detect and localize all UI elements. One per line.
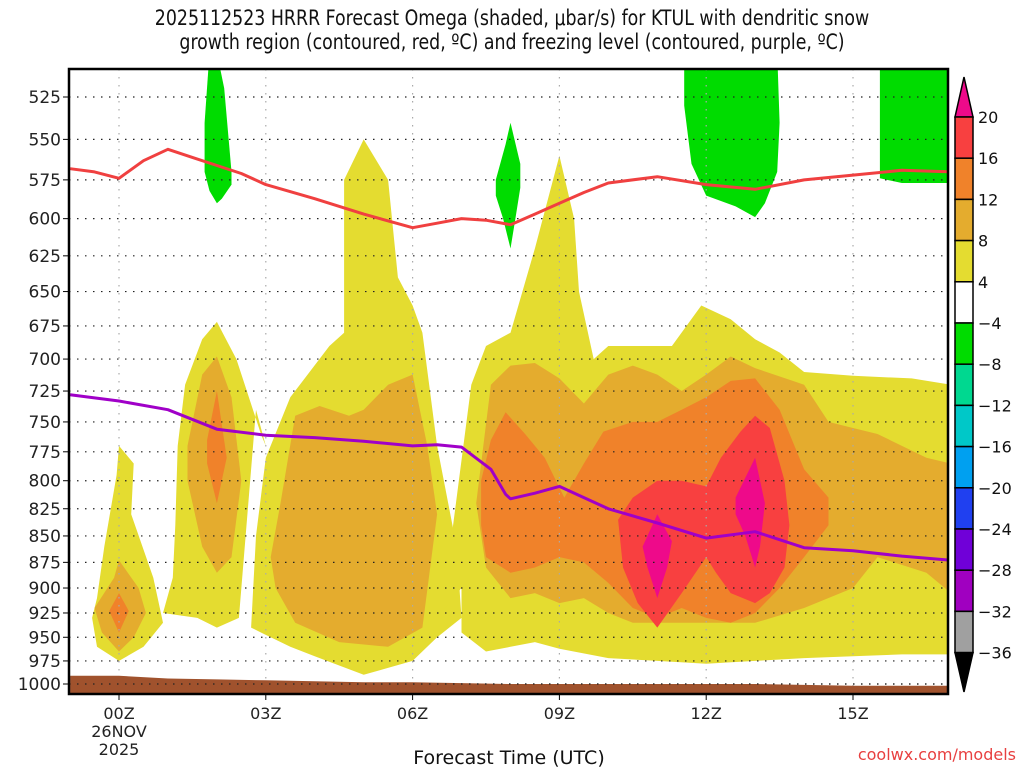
- chart-title-line1: 2025112523 HRRR Forecast Omega (shaded, …: [154, 6, 870, 30]
- y-tick-label: 1000: [18, 675, 61, 695]
- colorbar-segment: [954, 157, 974, 201]
- omega-region-wm4_m8: [204, 69, 232, 204]
- chart-title-line2: growth region (contoured, red, ºC) and f…: [179, 30, 845, 54]
- colorbar-segment: [954, 322, 974, 365]
- y-tick-label: 600: [29, 210, 61, 230]
- y-tick-label: 625: [29, 247, 61, 267]
- colorbar-label: 16: [978, 149, 998, 168]
- y-tick-label: 975: [29, 652, 61, 672]
- y-axis: 525 550 575 600 625 650 675 700 725 750 775 800 825 8…: [18, 88, 69, 695]
- colorbar-label: −24: [978, 520, 1012, 539]
- colorbar-segment: [954, 610, 974, 654]
- terrain-ground: [69, 675, 948, 694]
- colorbar-segment: [954, 528, 974, 571]
- y-tick-label: 800: [29, 472, 61, 492]
- colorbar: 20 16 12 8 4 −4 −8 −12 −16 −20 −24 −28 −32 −36: [954, 76, 1012, 693]
- grid-lines: [69, 69, 948, 694]
- y-tick-label: 650: [29, 283, 61, 303]
- x-tick-sublabel: 2025: [99, 740, 140, 759]
- omega-region-w12_16: [207, 391, 227, 504]
- colorbar-extend-top: [954, 76, 974, 118]
- colorbar-label: −28: [978, 561, 1012, 580]
- chart-title: 2025112523 HRRR Forecast Omega (shaded, …: [41, 6, 983, 54]
- colorbar-label: 8: [978, 232, 988, 251]
- colorbar-extend-bottom: [954, 651, 974, 693]
- colorbar-label: −20: [978, 479, 1012, 498]
- colorbar-label: −36: [978, 644, 1012, 663]
- y-tick-label: 850: [29, 527, 61, 547]
- y-tick-label: 725: [29, 382, 61, 402]
- y-tick-label: 825: [29, 500, 61, 520]
- colorbar-label: −16: [978, 438, 1012, 457]
- y-tick-label: 775: [29, 443, 61, 463]
- y-tick-label: 700: [29, 350, 61, 370]
- freezing-level-line: [69, 393, 948, 562]
- x-tick-label: 00Z: [103, 704, 134, 723]
- y-tick-label: 750: [29, 413, 61, 433]
- y-tick-label: 900: [29, 579, 61, 599]
- omega-region-w20p: [642, 514, 672, 599]
- x-tick-label: 15Z: [837, 704, 868, 723]
- x-tick-label: 12Z: [691, 704, 722, 723]
- contour-lines: [69, 147, 948, 562]
- y-tick-label: 550: [29, 130, 61, 150]
- omega-region-w8_12: [270, 374, 438, 647]
- x-tick-sublabel: 26NOV: [91, 722, 147, 741]
- colorbar-label: 20: [978, 108, 998, 127]
- y-tick-label: 675: [29, 317, 61, 337]
- colorbar-segment: [954, 487, 974, 530]
- colorbar-segment: [954, 198, 974, 242]
- omega-region-wm4_m8: [879, 69, 948, 183]
- colorbar-label: −12: [978, 396, 1012, 415]
- x-tick-label: 09Z: [544, 704, 575, 723]
- colorbar-segment: [954, 239, 974, 283]
- x-axis-title: Forecast Time (UTC): [413, 747, 604, 768]
- colorbar-label: −4: [978, 314, 1002, 333]
- omega-region-w12_16: [109, 593, 129, 633]
- y-tick-label: 875: [29, 553, 61, 573]
- omega-shading: [92, 69, 948, 675]
- ground-fill: [70, 675, 948, 694]
- colorbar-segment: [954, 445, 974, 489]
- colorbar-segment: [954, 569, 974, 613]
- x-tick-label: 06Z: [397, 704, 428, 723]
- colorbar-label: −8: [978, 355, 1002, 374]
- colorbar-label: 4: [978, 273, 988, 292]
- colorbar-segment: [954, 363, 974, 407]
- dgz-contour-line: [69, 147, 948, 230]
- colorbar-segment: [954, 404, 974, 448]
- plot-frame: [67, 67, 950, 696]
- omega-region-wm4_m8: [495, 122, 521, 249]
- colorbar-segment: [954, 116, 974, 159]
- y-tick-label: 950: [29, 628, 61, 648]
- colorbar-label: 12: [978, 190, 998, 209]
- y-tick-label: 525: [29, 88, 61, 108]
- x-tick-label: 03Z: [250, 704, 281, 723]
- colorbar-segment: [954, 281, 974, 324]
- colorbar-label: −32: [978, 602, 1012, 621]
- credit-link[interactable]: coolwx.com/models: [858, 745, 1016, 764]
- y-tick-label: 925: [29, 604, 61, 624]
- omega-region-wm4_m8: [684, 69, 780, 218]
- omega-region-w20p: [735, 457, 765, 568]
- y-tick-label: 575: [29, 171, 61, 191]
